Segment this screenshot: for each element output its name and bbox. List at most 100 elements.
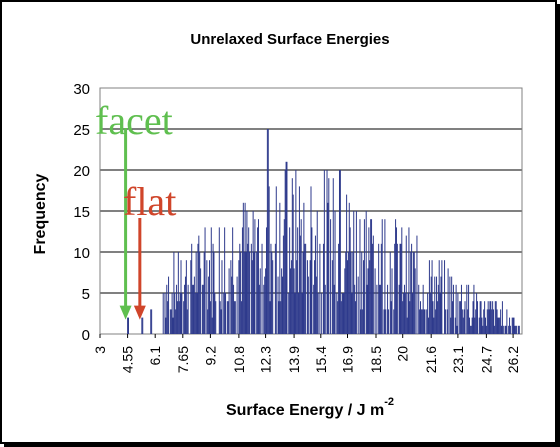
histogram-bar — [395, 219, 397, 334]
histogram-bar — [199, 252, 201, 334]
y-axis-label: Frequency — [32, 173, 49, 254]
annotation-flat: flat — [123, 179, 176, 224]
histogram-bar — [215, 301, 217, 334]
histogram-bar — [379, 284, 381, 334]
histogram-bar — [346, 194, 348, 334]
histogram-bar — [213, 252, 215, 334]
histogram-bar — [511, 317, 513, 334]
x-tick-label: 10.8 — [231, 346, 247, 373]
histogram-bar — [460, 301, 462, 334]
histogram-bar — [241, 301, 243, 334]
histogram-bar — [471, 317, 473, 334]
histogram-bar — [389, 252, 391, 334]
histogram-bar — [313, 284, 315, 334]
histogram-bar — [484, 317, 486, 334]
histogram-bar — [193, 276, 195, 334]
histogram-bar — [280, 301, 282, 334]
x-tick-label: 18.5 — [368, 346, 384, 373]
histogram-bar — [365, 211, 367, 334]
histogram-bar — [282, 276, 284, 334]
histogram-bar — [234, 301, 236, 334]
histogram-bar — [355, 301, 357, 334]
histogram-bar — [286, 161, 288, 334]
histogram-bar — [452, 301, 454, 334]
histogram-bar — [196, 293, 198, 334]
histogram-bar — [141, 317, 143, 334]
y-tick-label: 0 — [82, 327, 90, 344]
histogram-bar — [408, 227, 410, 334]
histogram-bar — [240, 252, 242, 334]
histogram-bar — [487, 301, 489, 334]
histogram-bar — [252, 211, 254, 334]
histogram-bar — [277, 276, 279, 334]
histogram-bar — [493, 325, 495, 334]
histogram-bar — [428, 260, 430, 334]
histogram-bar — [491, 309, 493, 334]
histogram-bar — [404, 293, 406, 334]
histogram-bar — [197, 243, 199, 334]
histogram-bar — [127, 317, 129, 334]
histogram-bar — [395, 227, 397, 334]
histogram-bar — [264, 276, 266, 334]
histogram-bar — [183, 301, 185, 334]
histogram-bar — [244, 202, 246, 334]
histogram-bar — [207, 309, 209, 334]
histogram-bar — [225, 293, 227, 334]
histogram-bar — [495, 301, 497, 334]
histogram-bar — [228, 268, 230, 334]
histogram-bar — [206, 260, 208, 334]
histogram-bar — [489, 301, 491, 334]
histogram-bar — [194, 293, 196, 334]
histogram-bar — [499, 317, 501, 334]
histogram-bar — [401, 227, 403, 334]
histogram-bar — [251, 260, 253, 334]
histogram-bar — [418, 284, 420, 334]
histogram-bar — [369, 260, 371, 334]
histogram-bar — [184, 284, 186, 334]
histogram-bar — [370, 219, 372, 334]
histogram-bar — [267, 129, 269, 334]
histogram-bar — [449, 276, 451, 334]
histogram-bar — [266, 129, 268, 334]
histogram-bar — [513, 317, 515, 334]
histogram-bar — [278, 301, 280, 334]
x-tick-label: 15.4 — [313, 346, 329, 373]
histogram-bar — [383, 309, 385, 334]
histogram-bar — [190, 260, 192, 334]
histogram-bar — [261, 243, 263, 334]
histogram-bar — [493, 309, 495, 334]
histogram-bar — [460, 284, 462, 334]
histogram-bar — [363, 260, 365, 334]
x-tick-label: 6.1 — [147, 346, 163, 366]
x-tick-label: 20 — [395, 346, 411, 362]
histogram-bar — [150, 309, 152, 334]
x-tick-label: 26.2 — [505, 346, 521, 373]
histogram-bar — [359, 219, 361, 334]
histogram-bar — [301, 293, 303, 334]
histogram-bar — [339, 170, 341, 334]
annotation-facet-arrowhead — [119, 305, 132, 320]
histogram-bar — [509, 317, 511, 334]
histogram-bar — [204, 227, 206, 334]
histogram-bar — [218, 227, 220, 334]
histogram-bar — [263, 284, 265, 334]
histogram-bar — [438, 260, 440, 334]
histogram-bar — [349, 227, 351, 334]
histogram-bar — [337, 301, 339, 334]
histogram-bar — [170, 309, 172, 334]
histogram-bar — [212, 243, 214, 334]
histogram-bar — [179, 293, 181, 334]
histogram-bar — [323, 170, 325, 334]
histogram-bar — [429, 293, 431, 334]
histogram-bar — [407, 293, 409, 334]
histogram-bar — [366, 284, 368, 334]
histogram-bar — [509, 325, 511, 334]
histogram-bar — [463, 309, 465, 334]
histogram-bar — [482, 325, 484, 334]
histogram-bar — [345, 252, 347, 334]
y-tick-label: 10 — [73, 245, 90, 262]
histogram-bar — [362, 309, 364, 334]
histogram-bar — [322, 243, 324, 334]
histogram-bar — [221, 260, 223, 334]
